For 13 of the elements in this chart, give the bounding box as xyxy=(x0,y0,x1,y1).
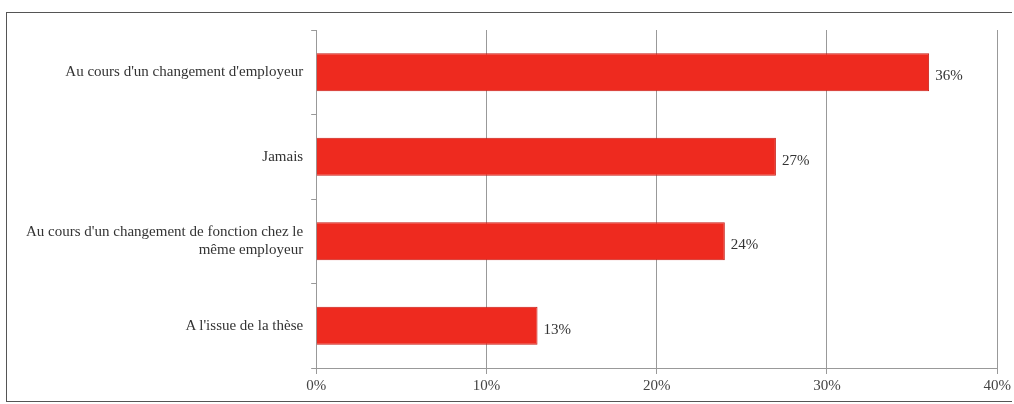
y-tick-label: A l'issue de la thèse xyxy=(185,316,304,333)
data-label: 27% xyxy=(781,151,810,168)
y-tick-label: Au cours d'un changement de fonction chez le même employeur xyxy=(26,223,304,258)
data-label: 24% xyxy=(730,236,759,253)
x-tick-label: 0% xyxy=(306,376,327,393)
data-label: 13% xyxy=(543,320,572,337)
y-tick-label: Au cours d'un changement d'employeur xyxy=(65,63,304,80)
x-tick-label: 40% xyxy=(983,376,1011,393)
x-tick-label: 10% xyxy=(472,376,501,393)
x-tick-label: 20% xyxy=(642,376,671,393)
data-label: 36% xyxy=(935,67,963,84)
y-tick-label: Jamais xyxy=(262,147,304,164)
x-tick-label: 30% xyxy=(813,376,841,393)
